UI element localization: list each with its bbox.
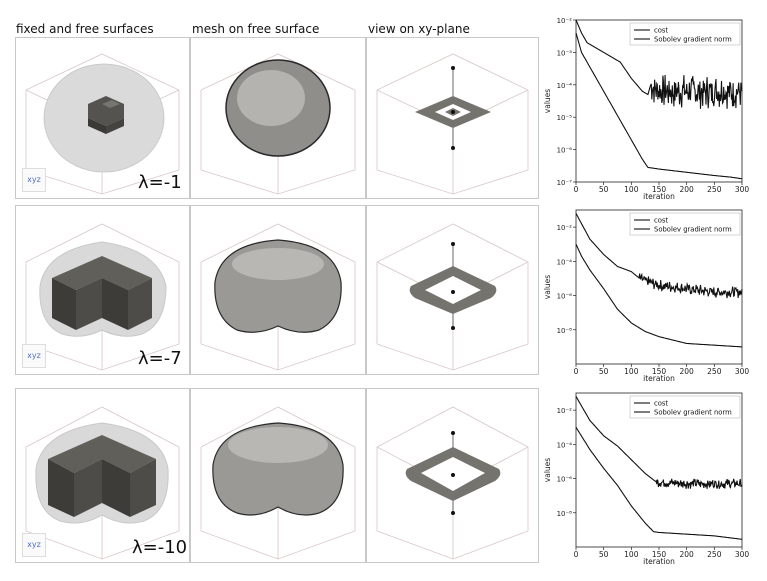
- x-tick-label: 200: [680, 185, 695, 194]
- legend-label: cost: [654, 217, 668, 225]
- convergence-plot-row2: 0 50 100 150 200 250 300 iteration 10⁻² 10⁻⁴ 10⁻⁶ 1…: [540, 198, 764, 383]
- y-tick-label: 10⁻⁴: [557, 82, 573, 90]
- panel-mesh-row3: [190, 388, 366, 563]
- x-tick-label: 100: [624, 185, 639, 194]
- header-mesh-free-surface: mesh on free surface: [192, 22, 320, 36]
- x-tick-label: 50: [599, 550, 609, 559]
- y-tick-label: 10⁻⁴: [557, 258, 573, 266]
- panel-xy-row2: [366, 205, 539, 375]
- y-axis-label: values: [543, 89, 552, 113]
- series-line-sobolev-gradient-norm: [575, 213, 743, 299]
- x-axis-label: iteration: [643, 192, 675, 200]
- x-tick-label: 150: [652, 367, 667, 376]
- x-tick-label: 200: [680, 550, 695, 559]
- lambda-label-row2: λ=-7: [138, 348, 182, 369]
- legend-label: cost: [654, 27, 668, 35]
- series-line-cost: [575, 426, 743, 540]
- panel-mesh-row2: [190, 205, 366, 375]
- y-tick-label: 10⁻⁴: [557, 441, 573, 449]
- axes-orientation-icon: xyz: [22, 168, 46, 192]
- legend-label: cost: [654, 400, 668, 408]
- panel-fixed-free-row2: xyz λ=-7: [15, 205, 190, 375]
- header-view-xy-plane: view on xy-plane: [368, 22, 470, 36]
- x-tick-label: 0: [574, 185, 579, 194]
- series-line-sobolev-gradient-norm: [575, 396, 743, 489]
- x-tick-label: 0: [574, 550, 579, 559]
- legend-box: [629, 395, 741, 419]
- panel-xy-row1: [366, 37, 539, 199]
- axes-orientation-icon: xyz: [22, 344, 46, 368]
- series-line-cost: [575, 32, 743, 180]
- x-tick-label: 150: [652, 550, 667, 559]
- y-tick-label: 10⁻²: [557, 407, 573, 415]
- header-fixed-free-surfaces: fixed and free surfaces: [16, 22, 154, 36]
- panel-fixed-free-row3: xyz λ=-10: [15, 388, 190, 563]
- x-tick-label: 100: [624, 550, 639, 559]
- x-tick-label: 50: [599, 367, 609, 376]
- y-tick-label: 10⁻⁸: [557, 327, 573, 335]
- x-tick-label: 200: [680, 367, 695, 376]
- y-tick-label: 10⁻⁸: [557, 510, 573, 518]
- y-axis-label: values: [543, 275, 552, 299]
- axes-orientation-icon: xyz: [22, 533, 46, 557]
- series-line-cost: [575, 243, 742, 348]
- x-tick-label: 0: [574, 367, 579, 376]
- legend-label: Sobolev gradient norm: [654, 409, 732, 417]
- y-tick-label: 10⁻²: [557, 17, 573, 25]
- x-tick-label: 300: [735, 185, 750, 194]
- y-tick-label: 10⁻⁶: [557, 476, 573, 484]
- x-axis-label: iteration: [643, 557, 675, 565]
- x-tick-label: 50: [599, 185, 609, 194]
- y-tick-label: 10⁻³: [557, 49, 573, 57]
- legend-box: [629, 22, 741, 46]
- x-tick-label: 100: [624, 367, 639, 376]
- panel-xy-row3: [366, 388, 539, 563]
- series-line-sobolev-gradient-norm: [575, 19, 743, 109]
- x-axis-label: iteration: [643, 374, 675, 382]
- y-tick-label: 10⁻⁷: [557, 179, 573, 187]
- lambda-label-row3: λ=-10: [132, 537, 188, 558]
- y-tick-label: 10⁻⁶: [557, 293, 573, 301]
- legend-label: Sobolev gradient norm: [654, 226, 732, 234]
- legend-box: [629, 212, 741, 236]
- panel-mesh-row1: [190, 37, 366, 199]
- x-tick-label: 300: [735, 367, 750, 376]
- convergence-plot-row3: 0 50 100 150 200 250 300 iteration 10⁻² 10⁻⁴ 10⁻⁶ 1…: [540, 381, 764, 566]
- y-tick-label: 10⁻⁵: [557, 114, 573, 122]
- lambda-label-row1: λ=-1: [138, 172, 182, 193]
- x-tick-label: 250: [707, 185, 722, 194]
- y-tick-label: 10⁻²: [557, 224, 573, 232]
- x-tick-label: 250: [707, 367, 722, 376]
- y-axis-label: values: [543, 458, 552, 482]
- x-tick-label: 150: [652, 185, 667, 194]
- legend-label: Sobolev gradient norm: [654, 36, 732, 44]
- panel-fixed-free-row1: xyz λ=-1: [15, 37, 190, 199]
- x-tick-label: 250: [707, 550, 722, 559]
- convergence-plot-row1: 0 50 100 150 200 250 300 iteration 10⁻² 10⁻³ 10⁻⁴ 1…: [540, 8, 764, 201]
- y-tick-label: 10⁻⁶: [557, 147, 573, 155]
- x-tick-label: 300: [735, 550, 750, 559]
